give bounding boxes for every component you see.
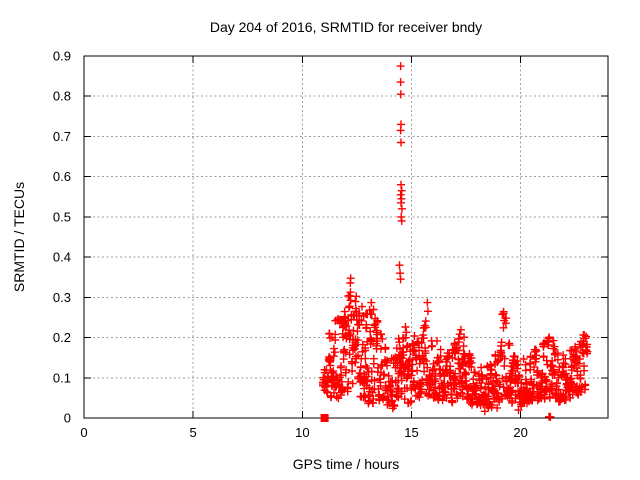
svg-text:0.2: 0.2 — [53, 330, 71, 345]
svg-text:0.5: 0.5 — [53, 209, 71, 224]
svg-text:0.1: 0.1 — [53, 370, 71, 385]
axis-ticks — [83, 55, 608, 419]
zero-square-marker — [320, 414, 329, 422]
svg-text:0: 0 — [80, 425, 87, 440]
x-axis-label: GPS time / hours — [292, 456, 400, 472]
svg-text:10: 10 — [295, 425, 309, 440]
svg-text:0.6: 0.6 — [53, 169, 71, 184]
svg-text:0.3: 0.3 — [53, 290, 71, 305]
chart-title: Day 204 of 2016, SRMTID for receiver bnd… — [209, 19, 483, 35]
svg-text:0.9: 0.9 — [53, 49, 71, 64]
plot-frame — [83, 55, 609, 419]
svg-text:5: 5 — [190, 425, 197, 440]
svg-text:20: 20 — [513, 425, 527, 440]
y-tick-labels: 0 0.1 0.2 0.3 0.4 0.5 0.6 0.7 0.8 0.9 — [53, 49, 71, 426]
svg-text:0.4: 0.4 — [53, 250, 71, 265]
gridlines — [84, 56, 608, 418]
svg-text:0: 0 — [64, 411, 71, 426]
svg-text:0.7: 0.7 — [53, 129, 71, 144]
svg-text:0.8: 0.8 — [53, 89, 71, 104]
data-points — [318, 62, 592, 421]
x-tick-labels: 0 5 10 15 20 — [80, 425, 528, 440]
svg-text:15: 15 — [404, 425, 418, 440]
